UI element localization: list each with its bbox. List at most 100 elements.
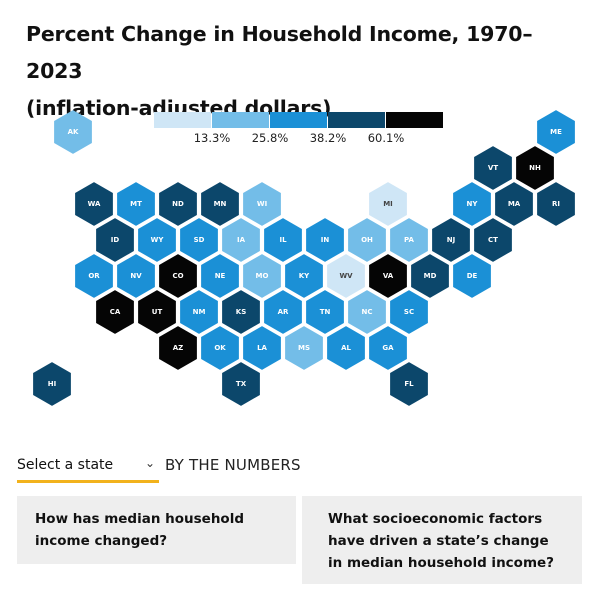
state-hex-hi[interactable]: HI xyxy=(33,362,71,406)
state-hex-shape xyxy=(117,182,155,226)
state-hex-wy[interactable]: WY xyxy=(138,218,176,262)
state-hex-shape xyxy=(159,182,197,226)
state-hex-shape xyxy=(369,326,407,370)
state-hex-shape xyxy=(285,254,323,298)
state-abbr-label: LA xyxy=(257,344,267,352)
state-hex-ia[interactable]: IA xyxy=(222,218,260,262)
state-hex-ak[interactable]: AK xyxy=(54,110,92,154)
card-question: What socioeconomic factors have driven a… xyxy=(328,511,555,571)
state-hex-nv[interactable]: NV xyxy=(117,254,155,298)
state-hex-fl[interactable]: FL xyxy=(390,362,428,406)
state-hex-shape xyxy=(516,146,554,190)
state-hex-ma[interactable]: MA xyxy=(495,182,533,226)
state-hex-me[interactable]: ME xyxy=(537,110,575,154)
state-hex-shape xyxy=(411,254,449,298)
state-hex-ny[interactable]: NY xyxy=(453,182,491,226)
state-abbr-label: TN xyxy=(320,308,331,316)
state-hex-shape xyxy=(222,290,260,334)
question-card-socioeconomic-factors[interactable]: What socioeconomic factors have driven a… xyxy=(302,496,582,584)
state-hex-la[interactable]: LA xyxy=(243,326,281,370)
state-abbr-label: KY xyxy=(299,272,310,280)
state-hex-sd[interactable]: SD xyxy=(180,218,218,262)
state-hex-id[interactable]: ID xyxy=(96,218,134,262)
state-hex-tx[interactable]: TX xyxy=(222,362,260,406)
state-abbr-label: AL xyxy=(341,344,351,352)
state-hex-ky[interactable]: KY xyxy=(285,254,323,298)
state-hex-nj[interactable]: NJ xyxy=(432,218,470,262)
state-abbr-label: WI xyxy=(257,200,267,208)
state-hex-in[interactable]: IN xyxy=(306,218,344,262)
state-hex-mn[interactable]: MN xyxy=(201,182,239,226)
state-hex-oh[interactable]: OH xyxy=(348,218,386,262)
state-hex-nm[interactable]: NM xyxy=(180,290,218,334)
state-hex-md[interactable]: MD xyxy=(411,254,449,298)
state-hex-wi[interactable]: WI xyxy=(243,182,281,226)
state-hex-shape xyxy=(306,290,344,334)
state-abbr-label: KS xyxy=(236,308,246,316)
state-hex-nh[interactable]: NH xyxy=(516,146,554,190)
state-hex-de[interactable]: DE xyxy=(453,254,491,298)
state-hex-pa[interactable]: PA xyxy=(390,218,428,262)
legend-swatch-4 xyxy=(386,112,443,128)
state-hex-il[interactable]: IL xyxy=(264,218,302,262)
state-abbr-label: UT xyxy=(152,308,163,316)
state-hex-shape xyxy=(54,110,92,154)
legend-threshold-label: 60.1% xyxy=(368,131,405,145)
state-hex-nd[interactable]: ND xyxy=(159,182,197,226)
state-hex-ne[interactable]: NE xyxy=(201,254,239,298)
state-hex-sc[interactable]: SC xyxy=(390,290,428,334)
state-hex-ga[interactable]: GA xyxy=(369,326,407,370)
state-hex-shape xyxy=(138,218,176,262)
state-hex-shape xyxy=(390,362,428,406)
state-abbr-label: HI xyxy=(48,380,56,388)
state-hex-tn[interactable]: TN xyxy=(306,290,344,334)
state-abbr-label: VA xyxy=(383,272,394,280)
state-hex-vt[interactable]: VT xyxy=(474,146,512,190)
state-hex-ms[interactable]: MS xyxy=(285,326,323,370)
state-hex-ca[interactable]: CA xyxy=(96,290,134,334)
state-select[interactable]: Select a state ⌄ xyxy=(17,454,159,483)
state-hex-shape xyxy=(222,218,260,262)
state-hex-shape xyxy=(96,218,134,262)
state-hex-ar[interactable]: AR xyxy=(264,290,302,334)
state-abbr-label: CT xyxy=(488,236,498,244)
state-hex-shape xyxy=(453,254,491,298)
legend-swatch-1 xyxy=(212,112,269,128)
state-hex-ks[interactable]: KS xyxy=(222,290,260,334)
legend-threshold-label: 13.3% xyxy=(194,131,231,145)
state-abbr-label: NH xyxy=(529,164,541,172)
state-hex-mo[interactable]: MO xyxy=(243,254,281,298)
state-abbr-label: AZ xyxy=(173,344,184,352)
state-abbr-label: AR xyxy=(278,308,289,316)
state-hex-co[interactable]: CO xyxy=(159,254,197,298)
state-hex-shape xyxy=(96,290,134,334)
state-hex-nc[interactable]: NC xyxy=(348,290,386,334)
state-hex-shape xyxy=(453,182,491,226)
state-hex-shape xyxy=(243,326,281,370)
legend-threshold-label: 38.2% xyxy=(310,131,347,145)
state-hex-shape xyxy=(222,362,260,406)
state-hex-ok[interactable]: OK xyxy=(201,326,239,370)
state-hex-shape xyxy=(474,218,512,262)
state-hex-va[interactable]: VA xyxy=(369,254,407,298)
state-hex-wa[interactable]: WA xyxy=(75,182,113,226)
state-abbr-label: ND xyxy=(172,200,184,208)
state-abbr-label: IN xyxy=(321,236,330,244)
state-abbr-label: TX xyxy=(236,380,247,388)
state-select-label: Select a state xyxy=(17,457,114,473)
state-hex-az[interactable]: AZ xyxy=(159,326,197,370)
state-hex-shape xyxy=(348,218,386,262)
state-hex-wv[interactable]: WV xyxy=(327,254,365,298)
state-hex-al[interactable]: AL xyxy=(327,326,365,370)
state-hex-shape xyxy=(369,182,407,226)
state-hex-ri[interactable]: RI xyxy=(537,182,575,226)
state-hex-mt[interactable]: MT xyxy=(117,182,155,226)
state-hex-ut[interactable]: UT xyxy=(138,290,176,334)
state-hex-or[interactable]: OR xyxy=(75,254,113,298)
state-hex-ct[interactable]: CT xyxy=(474,218,512,262)
state-abbr-label: MT xyxy=(130,200,142,208)
state-hex-mi[interactable]: MI xyxy=(369,182,407,226)
state-abbr-label: NY xyxy=(467,200,479,208)
state-hex-shape xyxy=(348,290,386,334)
question-card-income-change[interactable]: How has median household income changed? xyxy=(17,496,296,564)
